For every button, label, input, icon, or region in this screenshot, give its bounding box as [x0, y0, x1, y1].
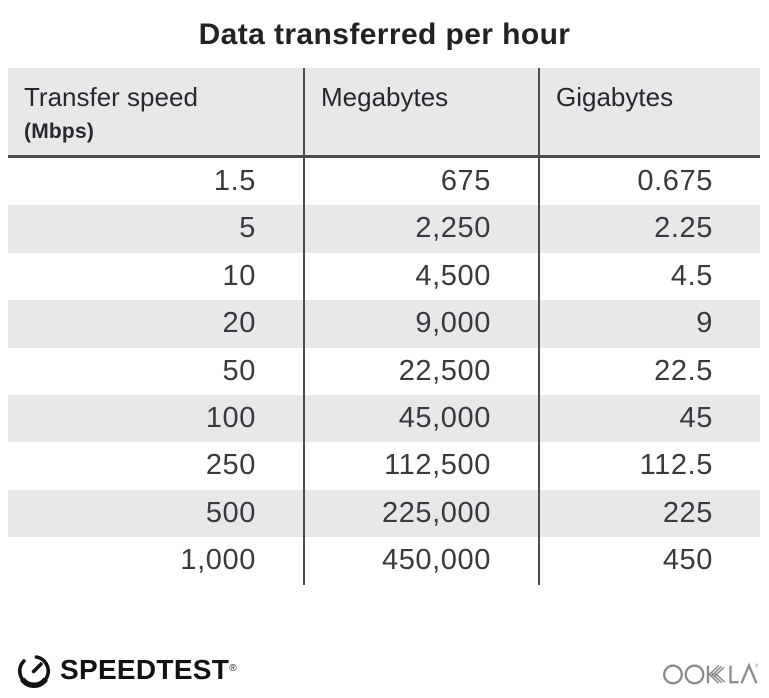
cell-transfer-speed: 10: [222, 259, 256, 292]
cell-gigabytes: 45: [538, 394, 760, 443]
table-row: 50 22,500 22.5: [8, 347, 760, 395]
cell-gigabytes: 4.5: [538, 252, 760, 301]
table-body: 1.5 675 0.675 5 2,250 2.25 10 4,500 4.5 20 9,000 9 5…: [8, 158, 760, 585]
registered-trademark-icon: ®: [755, 663, 758, 670]
cell-megabytes: 9,000: [303, 300, 538, 348]
cell-megabytes: 112,500: [303, 442, 538, 490]
column-header-transfer-speed: Transfer speed (Mbps): [8, 68, 303, 155]
cell-transfer-speed: 500: [205, 496, 256, 529]
data-table: Transfer speed (Mbps) Megabytes Gigabyte…: [8, 68, 760, 585]
table-header-row: Transfer speed (Mbps) Megabytes Gigabyte…: [8, 68, 760, 158]
table-row: 100 45,000 45: [8, 394, 760, 443]
column-header-gigabytes: Gigabytes: [538, 68, 760, 155]
cell-megabytes: 225,000: [303, 489, 538, 538]
cell-transfer-speed: 250: [205, 449, 256, 482]
column-header-label: Gigabytes: [556, 82, 674, 112]
column-header-unit: (Mbps): [24, 120, 95, 143]
cell-megabytes: 2,250: [303, 205, 538, 253]
cell-transfer-speed: 100: [205, 401, 256, 434]
table-row: 250 112,500 112.5: [8, 442, 760, 490]
table-row: 500 225,000 225: [8, 489, 760, 538]
cell-gigabytes: 0.675: [538, 158, 760, 206]
speedtest-wordmark: SPEEDTEST®: [60, 654, 237, 685]
registered-trademark-icon: ®: [229, 663, 237, 674]
cell-transfer-speed: 1.5: [213, 165, 256, 197]
cell-transfer-speed: 1,000: [180, 544, 256, 577]
cell-transfer-speed: 20: [222, 307, 256, 340]
cell-gigabytes: 22.5: [538, 347, 760, 395]
cell-gigabytes: 2.25: [538, 205, 760, 253]
cell-megabytes: 4,500: [303, 252, 538, 301]
column-header-label: Megabytes: [321, 82, 449, 112]
cell-gigabytes: 112.5: [538, 442, 760, 490]
ookla-wordmark-icon: ®: [663, 663, 759, 685]
table-row: 1.5 675 0.675: [8, 158, 760, 206]
cell-megabytes: 450,000: [303, 537, 538, 585]
cell-transfer-speed: 5: [239, 212, 256, 245]
speedtest-logo: SPEEDTEST®: [15, 651, 237, 689]
cell-megabytes: 45,000: [303, 394, 538, 443]
cell-megabytes: 22,500: [303, 347, 538, 395]
cell-gigabytes: 225: [538, 489, 760, 538]
page-title: Data transferred per hour: [198, 18, 571, 51]
column-header-label: Transfer speed: [24, 82, 198, 112]
speedtest-gauge-icon: [15, 651, 53, 689]
table-row: 5 2,250 2.25: [8, 205, 760, 253]
cell-megabytes: 675: [303, 158, 538, 206]
cell-gigabytes: 9: [538, 300, 760, 348]
table-row: 10 4,500 4.5: [8, 252, 760, 301]
table-row: 20 9,000 9: [8, 300, 760, 348]
column-header-megabytes: Megabytes: [303, 68, 538, 155]
cell-transfer-speed: 50: [222, 354, 256, 387]
table-row: 1,000 450,000 450: [8, 537, 760, 585]
ookla-logo: ®: [662, 661, 759, 692]
cell-gigabytes: 450: [538, 537, 760, 585]
